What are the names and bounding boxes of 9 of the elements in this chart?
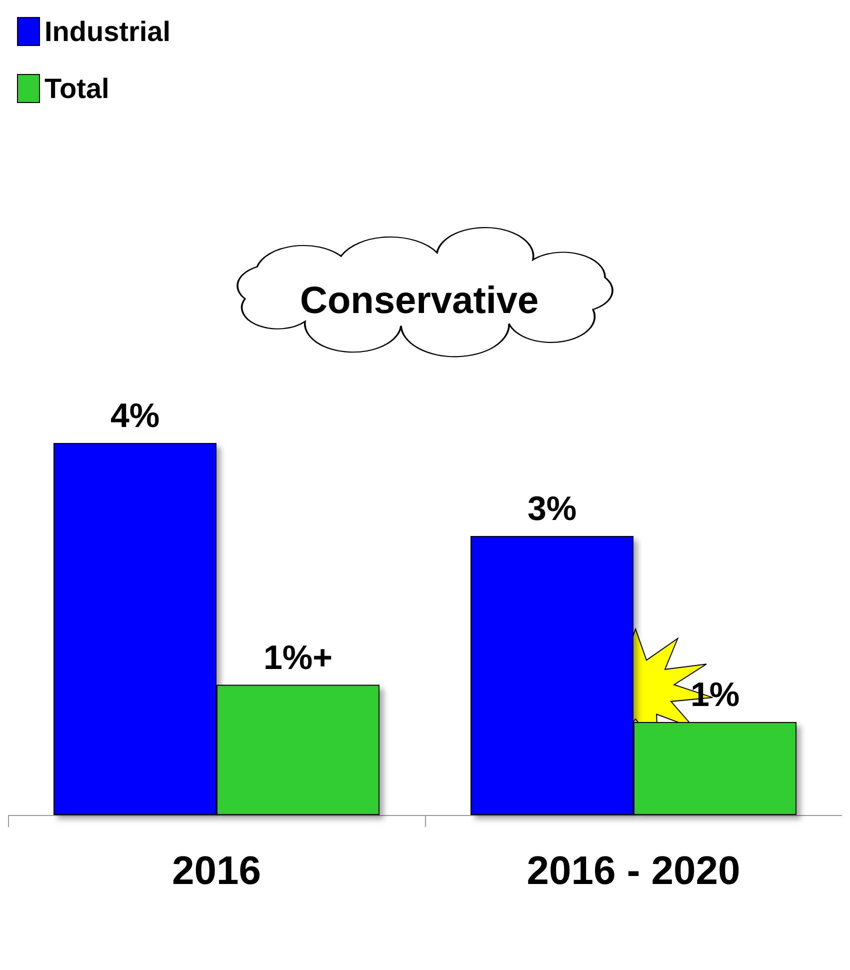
- legend-label: Total: [44, 73, 110, 104]
- x-tick-label: 2016: [172, 849, 261, 893]
- legend-label: Industrial: [44, 16, 171, 47]
- text: Conservative: [300, 280, 539, 322]
- data-label: 1%+: [264, 638, 332, 677]
- data-label: 3%: [527, 490, 577, 528]
- x-tick-label: 2016 - 2020: [526, 849, 740, 893]
- data-label: 1%: [690, 676, 740, 714]
- data-label: 4%: [110, 397, 160, 435]
